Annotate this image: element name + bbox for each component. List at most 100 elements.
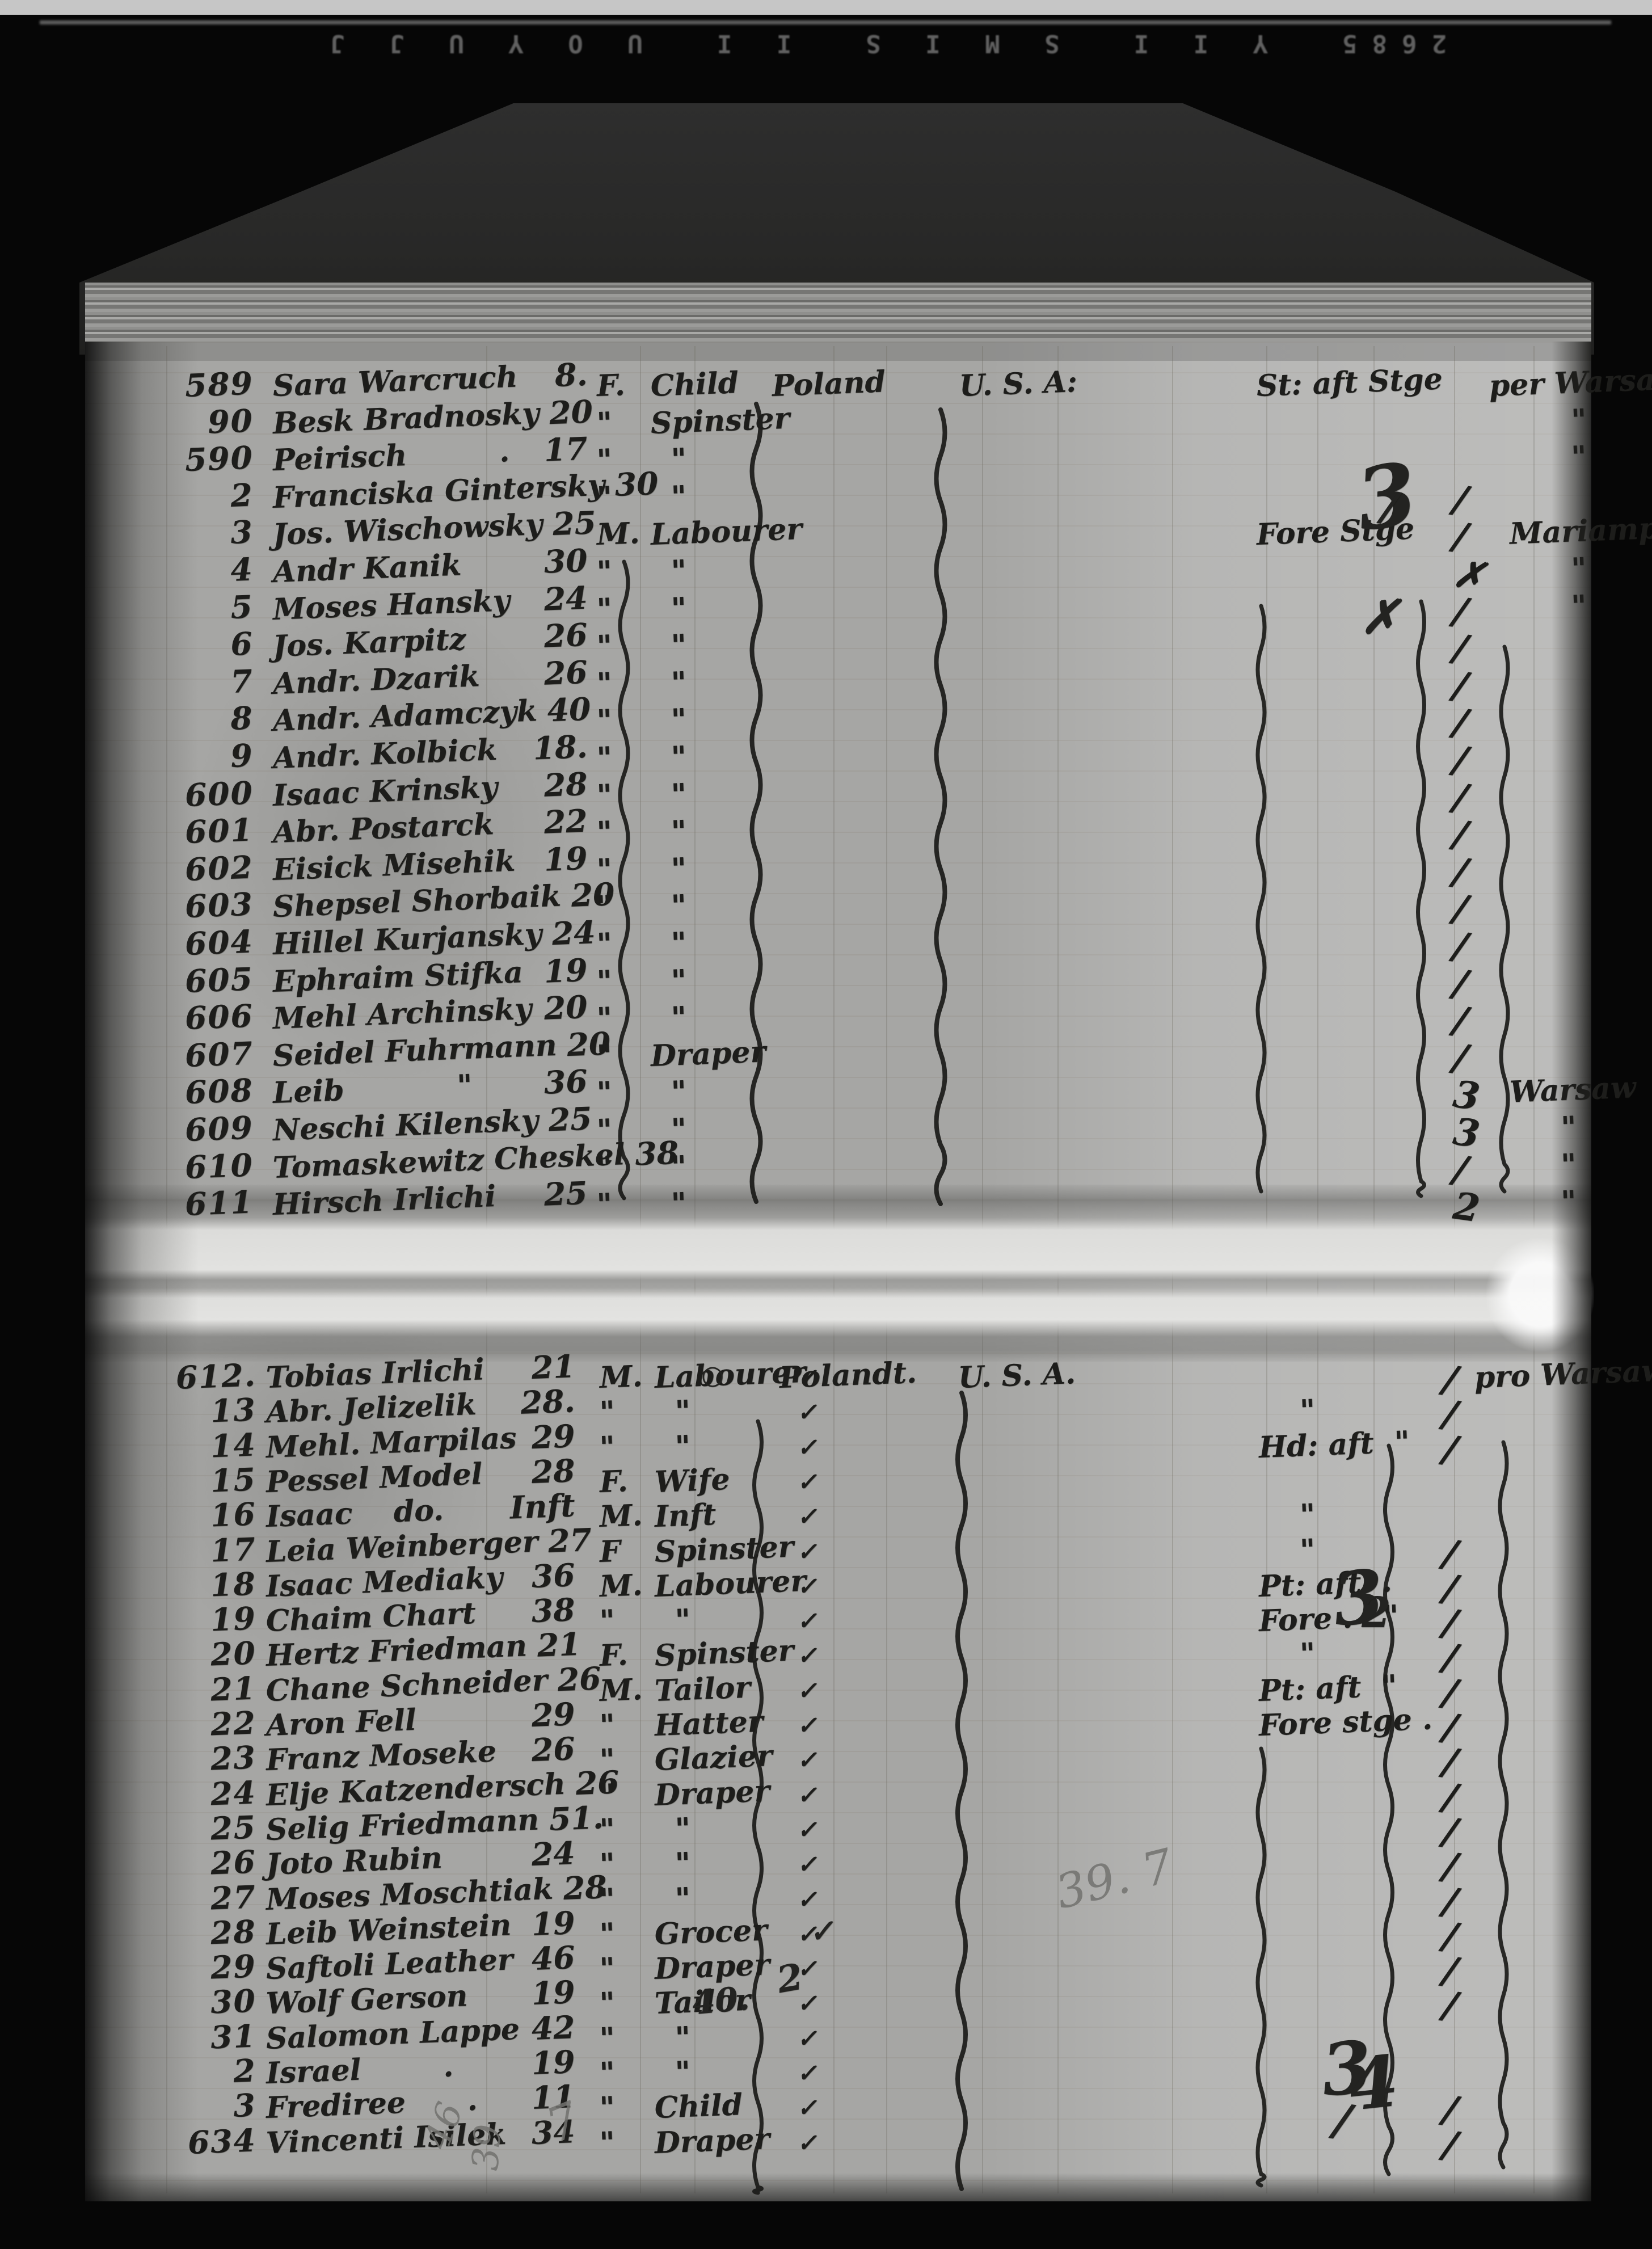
count-tick: / [1450, 960, 1470, 1006]
passenger-sex: F. [599, 1464, 629, 1500]
passenger-sex: " [596, 479, 613, 515]
passenger-occupation: Wife [654, 1462, 731, 1500]
tally-check-mark: ✓ [796, 1850, 817, 1879]
passenger-occupation: " [650, 627, 688, 664]
count-tick: / [1440, 1982, 1460, 2028]
ditto-wavy-line-destination-ditto-lower [955, 1391, 968, 2191]
passenger-sex: " [596, 554, 613, 590]
passenger-number: 589 [184, 364, 254, 404]
passenger-sex: " [599, 1812, 616, 1847]
berth-remark: " [1258, 1393, 1316, 1430]
passenger-number: 8 [230, 699, 254, 738]
ditto-wavy-line-count-ditto-lower [1383, 1443, 1394, 2176]
passenger-sex: " [599, 1708, 616, 1743]
count-tick: / [1450, 923, 1470, 969]
manifest-row: 601 Abr. Postarck 22 " " / [85, 802, 1594, 857]
passenger-age: 28 [543, 765, 588, 804]
passenger-age: 24 [551, 913, 596, 953]
count-tick: / [1450, 848, 1470, 895]
passenger-occupation: Draper [650, 1034, 766, 1073]
tally-check-mark: ✓ [796, 1711, 817, 1740]
passenger-age: 19 [543, 951, 588, 990]
passenger-number: 604 [184, 923, 254, 962]
passenger-age: 20 [543, 988, 588, 1027]
passenger-occupation: " [650, 925, 688, 962]
ditto-wavy-line-country-ditto-upper [749, 402, 763, 1204]
tally-check-mark: ✓ [796, 1467, 817, 1496]
passenger-number: 13 [209, 1391, 257, 1430]
count-tick: / [1450, 476, 1470, 523]
manifest-row: 22 Aron Fell 29 " Hatter ✓ Fore stge . / [85, 1695, 1594, 1750]
passenger-number: 4 [230, 550, 254, 588]
routing-via: Warsaw [1488, 1070, 1637, 1111]
passenger-occupation: " [650, 851, 688, 887]
passenger-age: 26 [557, 1660, 602, 1698]
passenger-sex: " [596, 926, 613, 962]
manifest-row: 600 Isaac Krinsky 28 " " / [85, 765, 1594, 820]
manifest-row: 9 Andr. Kolbick 18. " " / [85, 728, 1594, 783]
passenger-occupation: Tailor [654, 1670, 751, 1708]
manifest-row: 612. Tobias Irlichi 21 M. Labourer ✓ Polandt. U… [85, 1347, 1652, 1402]
passenger-sex: " [599, 1951, 616, 1987]
passenger-age: 27 [547, 1521, 592, 1560]
passenger-sex: " [596, 740, 613, 776]
passenger-number: 2 [233, 2052, 257, 2090]
passenger-name: Jos. Karpitz [272, 622, 467, 664]
manifest-row: 608 Leib " 36 " " 3 Warsaw [85, 1063, 1637, 1119]
passenger-name: Abr. Postarck [272, 807, 495, 850]
country-of-origin: Polandt. [778, 1355, 917, 1396]
destination: U. S. A. [957, 1356, 1076, 1396]
passenger-number: 26 [209, 1843, 257, 1882]
routing-via: per Warsaw [1488, 361, 1652, 404]
berth-remark: " [1258, 1497, 1316, 1535]
passenger-age: 40 [546, 690, 592, 729]
passenger-number: 610 [184, 1145, 254, 1186]
passenger-sex: " [596, 703, 613, 739]
manifest-row: 30 Wolf Gerson 19 " Tailor ✓ / [85, 1974, 1594, 2028]
passenger-age: 25 [551, 504, 597, 543]
tally-check-mark: ✓ [796, 1433, 817, 1462]
passenger-occupation: Grocer [654, 1913, 768, 1952]
passenger-occupation: " [650, 1149, 688, 1185]
passenger-age: 19 [530, 1973, 576, 2012]
passenger-occupation: " [650, 739, 688, 776]
ditto-wavy-line-occupation-ditto-upper [618, 559, 630, 1201]
passenger-number: 3 [230, 513, 254, 551]
passenger-name: Aron Fell [265, 1702, 417, 1743]
passenger-sex: " [596, 1038, 613, 1073]
routing-via: " [1488, 439, 1587, 478]
passenger-number: 634 [187, 2121, 257, 2161]
count-tick: / [1450, 811, 1470, 857]
passenger-number: 25 [209, 1808, 257, 1847]
manifest-row: 7 Andr. Dzarik 26 " " / [85, 654, 1594, 709]
passenger-name: Leib " [272, 1068, 473, 1111]
count-tick: 3 [1450, 1072, 1483, 1119]
berth-remark: Fore stge . [1258, 1702, 1434, 1743]
passenger-occupation: " [650, 591, 688, 627]
berth-remark: Pt: aft " [1258, 1668, 1398, 1708]
passenger-sex: " [596, 1187, 613, 1223]
passenger-number: 17 [209, 1530, 257, 1569]
ledger-page [85, 342, 1594, 2201]
passenger-number: 612. [175, 1356, 257, 1396]
berth-remark: Hd: aft " [1258, 1424, 1410, 1465]
passenger-name: Andr. Dzarik [272, 658, 481, 701]
passenger-sex: " [596, 963, 613, 999]
passenger-number: 602 [184, 848, 254, 888]
passenger-occupation: Draper [654, 2121, 770, 2160]
count-tick: / [1450, 700, 1470, 746]
routing-via: " [1488, 551, 1587, 590]
passenger-sex: " [596, 1149, 613, 1185]
passenger-sex: F. [596, 368, 626, 404]
ink-ghost-smudge [187, 580, 584, 1090]
ditto-wavy-line-country-ditto-lower [752, 1419, 764, 2195]
ink-annotation: ○ [701, 1359, 724, 1390]
passenger-sex: F [599, 1534, 621, 1569]
page-bottom-edge [85, 2173, 1591, 2201]
ledger-page-fore-edges [85, 283, 1591, 343]
passenger-occupation: " [650, 1186, 688, 1223]
destination: U. S. A: [958, 364, 1078, 404]
manifest-row: 27 Moses Moschtiak 28 " " ✓ / [85, 1868, 1594, 1923]
film-edge-glint [40, 20, 1611, 24]
passenger-sex: " [599, 1429, 616, 1465]
